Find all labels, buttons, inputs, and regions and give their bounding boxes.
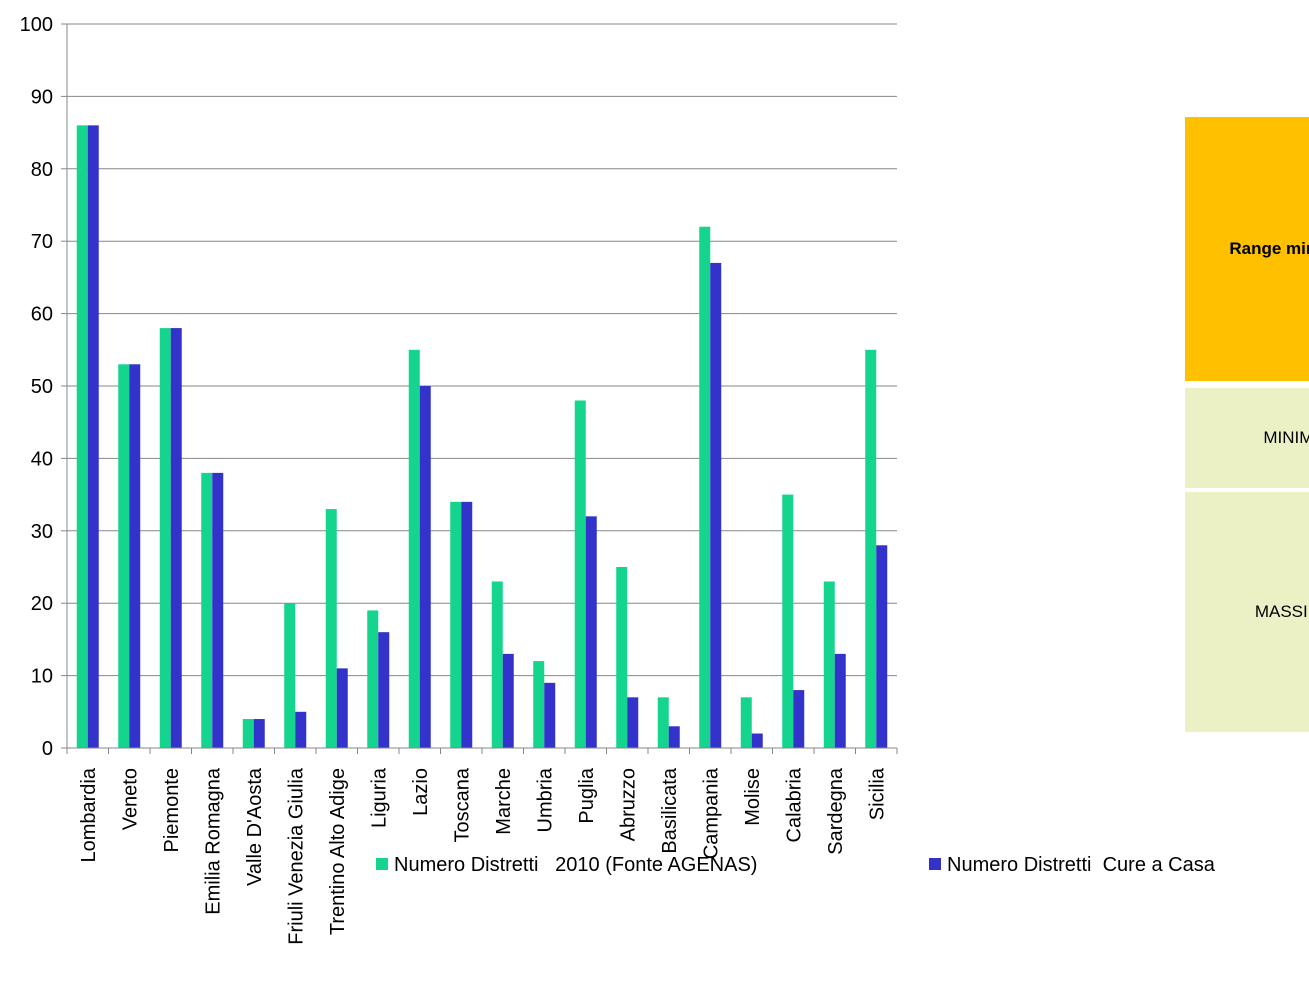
y-tick-label: 30 [31, 521, 53, 543]
bar-series-2 [710, 262, 722, 748]
bar-series-2 [87, 125, 99, 749]
bar-series-2 [834, 653, 846, 748]
y-tick-label: 60 [31, 304, 53, 326]
bar-series-2 [751, 733, 763, 748]
bar-series-1 [76, 125, 88, 749]
bar-series-1 [491, 581, 503, 748]
y-tick-label: 20 [31, 593, 53, 615]
range-table: Range min.-max MINIMO MASSIMO [1185, 117, 1309, 732]
bar-series-2 [502, 653, 514, 748]
bar-series-1 [159, 328, 171, 748]
legend-label-2: Numero Distretti Cure a Casa [947, 854, 1216, 876]
bar-series-1 [242, 719, 254, 748]
bar-series-2 [793, 690, 805, 748]
x-tick-label: Valle D'Aosta [244, 767, 266, 886]
x-tick-label: Basilicata [659, 767, 681, 853]
x-tick-labels: Lombardia Veneto Piemonte Emilia Romagna Val… [78, 767, 889, 945]
y-tick-labels: 0 10 20 30 40 50 60 70 80 90 100 [20, 14, 53, 760]
y-tick-label: 50 [31, 376, 53, 398]
x-tick-label: Emilia Romagna [202, 767, 224, 915]
bar-series-1 [782, 494, 794, 748]
x-tick-label: Lazio [410, 768, 432, 816]
x-tick-label: Molise [742, 768, 764, 826]
bar-series-1 [657, 697, 669, 748]
bar-series-2 [129, 364, 141, 748]
bar-series-1 [740, 697, 752, 748]
bar-series-2 [336, 668, 348, 748]
range-table-row-massimo: MASSIMO [1185, 492, 1309, 732]
x-tick-label: Umbria [534, 767, 556, 832]
bar-series-2 [253, 719, 265, 748]
y-tick-label: 70 [31, 231, 53, 253]
x-tick-label: Campania [700, 767, 722, 859]
bar-series-2 [212, 472, 224, 748]
bar-series-1 [367, 610, 379, 748]
bar-series-2 [876, 545, 888, 748]
bar-series-1 [865, 349, 877, 748]
y-tick-label: 10 [31, 666, 53, 688]
bar-series-1 [533, 661, 545, 748]
x-tick-label: Friuli Venezia Giulia [285, 767, 307, 945]
range-table-row-minimo: MINIMO [1185, 388, 1309, 488]
bar-series-1 [574, 400, 586, 748]
x-tick-label: Puglia [576, 767, 598, 823]
legend-swatch-1 [376, 858, 388, 870]
x-tick-label: Sicilia [866, 767, 888, 820]
x-tick-label: Abruzzo [617, 768, 639, 841]
y-tick-label: 90 [31, 86, 53, 108]
bar-series-1 [450, 501, 462, 748]
x-tick-label: Toscana [451, 767, 473, 842]
legend-swatch-2 [929, 858, 941, 870]
legend: Numero Distretti 2010 (Fonte AGENAS) Nume… [376, 854, 1216, 876]
y-tick-label: 80 [31, 159, 53, 181]
x-tick-label: Marche [493, 768, 515, 835]
x-tick-label: Calabria [783, 767, 805, 842]
bar-series-1 [325, 509, 337, 748]
bar-series-1 [284, 603, 296, 748]
bar-series-2 [544, 682, 556, 748]
y-tick-label: 40 [31, 448, 53, 470]
range-table-header: Range min.-max [1185, 117, 1309, 381]
bar-series-1 [823, 581, 835, 748]
bars [76, 125, 888, 749]
bar-series-1 [699, 226, 711, 749]
bar-series-1 [408, 349, 420, 748]
axes [66, 24, 898, 754]
x-tick-label: Piemonte [161, 768, 183, 853]
x-tick-label: Lombardia [78, 767, 100, 862]
bar-series-1 [201, 472, 213, 748]
bar-series-2 [170, 328, 182, 748]
x-tick-label: Liguria [368, 767, 390, 828]
y-tick-label: 100 [20, 14, 53, 36]
gridlines [61, 23, 897, 749]
legend-label-1: Numero Distretti 2010 (Fonte AGENAS) [394, 854, 757, 876]
bar-series-2 [585, 516, 597, 748]
y-tick-label: 0 [42, 738, 53, 760]
x-tick-label: Sardegna [825, 767, 847, 855]
x-tick-label: Veneto [119, 768, 141, 830]
bar-series-2 [627, 697, 639, 748]
bar-series-1 [118, 364, 130, 748]
x-tick-label: Trentino Alto Adige [327, 768, 349, 935]
bar-series-2 [378, 632, 390, 748]
bar-series-2 [668, 726, 680, 748]
bar-series-1 [616, 567, 628, 748]
bar-series-2 [461, 501, 473, 748]
bar-series-2 [419, 386, 431, 748]
bar-series-2 [295, 711, 307, 748]
